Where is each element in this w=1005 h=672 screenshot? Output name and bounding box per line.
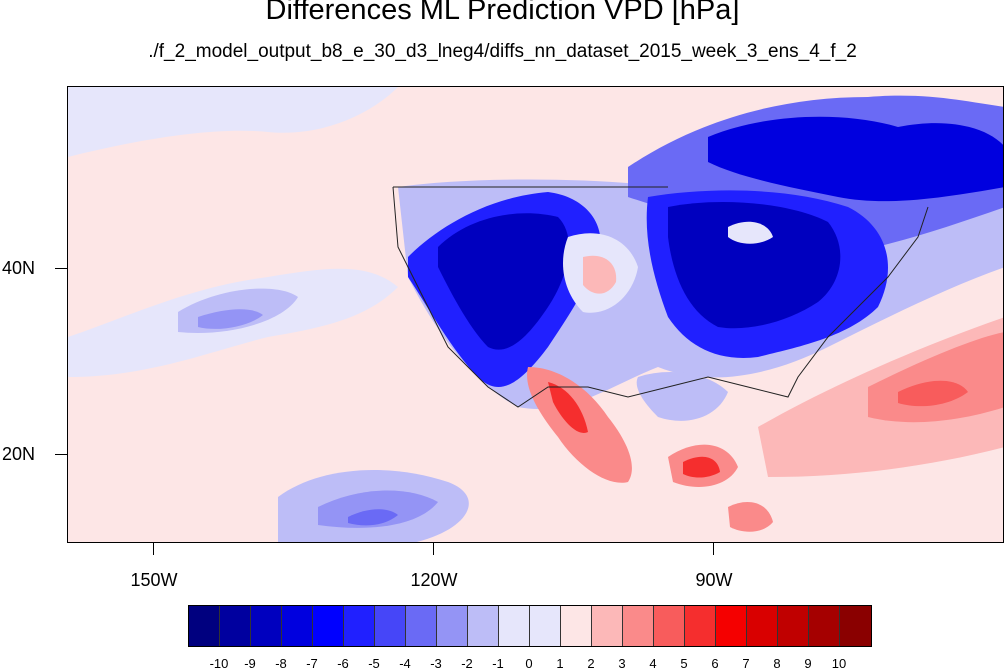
colorbar-swatch — [251, 606, 282, 646]
tick-90w — [713, 543, 714, 555]
colorbar-swatch — [623, 606, 654, 646]
lon-label-90w: 90W — [695, 570, 733, 590]
colorbar-label: -4 — [399, 656, 411, 671]
gulf-alaska-light-blue — [68, 87, 398, 157]
colorbar-label: -8 — [275, 656, 287, 671]
colorbar-label: 9 — [804, 656, 812, 671]
colorbar-swatch — [406, 606, 437, 646]
colorbar-swatch — [778, 606, 809, 646]
colorbar-swatch — [840, 606, 871, 646]
colorbar-swatch — [685, 606, 716, 646]
colorbar-label: 10 — [831, 656, 847, 671]
colorbar-label: -6 — [337, 656, 349, 671]
colorbar-swatch — [716, 606, 747, 646]
colorbar-label: -1 — [492, 656, 504, 671]
gulf-blue — [636, 372, 728, 421]
lat-label-20n: 20N — [2, 444, 36, 464]
lat-label-40n: 40N — [2, 258, 36, 278]
colorbar-label: -7 — [306, 656, 318, 671]
great-lakes — [728, 221, 773, 244]
tick-20n — [55, 454, 67, 455]
map-title: Differences ML Prediction VPD [hPa] — [265, 0, 740, 26]
colorbar-swatch — [220, 606, 251, 646]
vpd-difference-field — [68, 87, 1003, 542]
us-border-lines — [392, 186, 929, 408]
colorbar-swatch — [344, 606, 375, 646]
lon-label-120w: 120W — [410, 570, 458, 590]
central-america-red-core — [683, 456, 720, 478]
colorbar-swatch — [468, 606, 499, 646]
lon-label-150w: 150W — [130, 570, 178, 590]
colorbar-swatch — [592, 606, 623, 646]
map-subtitle: ./f_2_model_output_b8_e_30_d3_lneg4/diff… — [148, 41, 857, 62]
panama-red — [728, 502, 773, 532]
colorbar — [188, 605, 872, 647]
central-us-pink — [583, 255, 617, 294]
colorbar-swatch — [809, 606, 840, 646]
western-us-dark-blue — [438, 213, 569, 350]
colorbar-swatch — [561, 606, 592, 646]
colorbar-label: 5 — [680, 656, 688, 671]
tick-150w — [153, 543, 154, 555]
pacific-blue-core — [198, 309, 263, 329]
colorbar-label: 3 — [618, 656, 626, 671]
colorbar-swatch — [747, 606, 778, 646]
colorbar-swatch — [189, 606, 220, 646]
south-pacific-blue-dark — [348, 509, 398, 526]
colorbar-label: 2 — [587, 656, 595, 671]
colorbar-label: 6 — [711, 656, 719, 671]
colorbar-swatch — [530, 606, 561, 646]
colorbar-label: 8 — [773, 656, 781, 671]
colorbar-swatch — [499, 606, 530, 646]
colorbar-label: 7 — [742, 656, 750, 671]
colorbar-label: 4 — [649, 656, 657, 671]
colorbar-label: 1 — [556, 656, 564, 671]
colorbar-swatch — [282, 606, 313, 646]
map-plot-area — [67, 86, 1004, 543]
tick-120w — [433, 543, 434, 555]
mexico-red-core — [548, 382, 588, 433]
eastern-us-dark-blue — [668, 202, 841, 329]
colorbar-label: 0 — [525, 656, 533, 671]
colorbar-swatch — [654, 606, 685, 646]
colorbar-label: -3 — [430, 656, 442, 671]
colorbar-label: -5 — [368, 656, 380, 671]
colorbar-label: -10 — [209, 656, 229, 671]
atlantic-red-deep — [898, 380, 968, 407]
colorbar-swatch — [375, 606, 406, 646]
tick-40n — [55, 268, 67, 269]
colorbar-swatch — [437, 606, 468, 646]
canada-dark-blue — [708, 116, 1003, 202]
colorbar-label: -9 — [244, 656, 256, 671]
colorbar-label: -2 — [461, 656, 473, 671]
colorbar-swatch — [313, 606, 344, 646]
